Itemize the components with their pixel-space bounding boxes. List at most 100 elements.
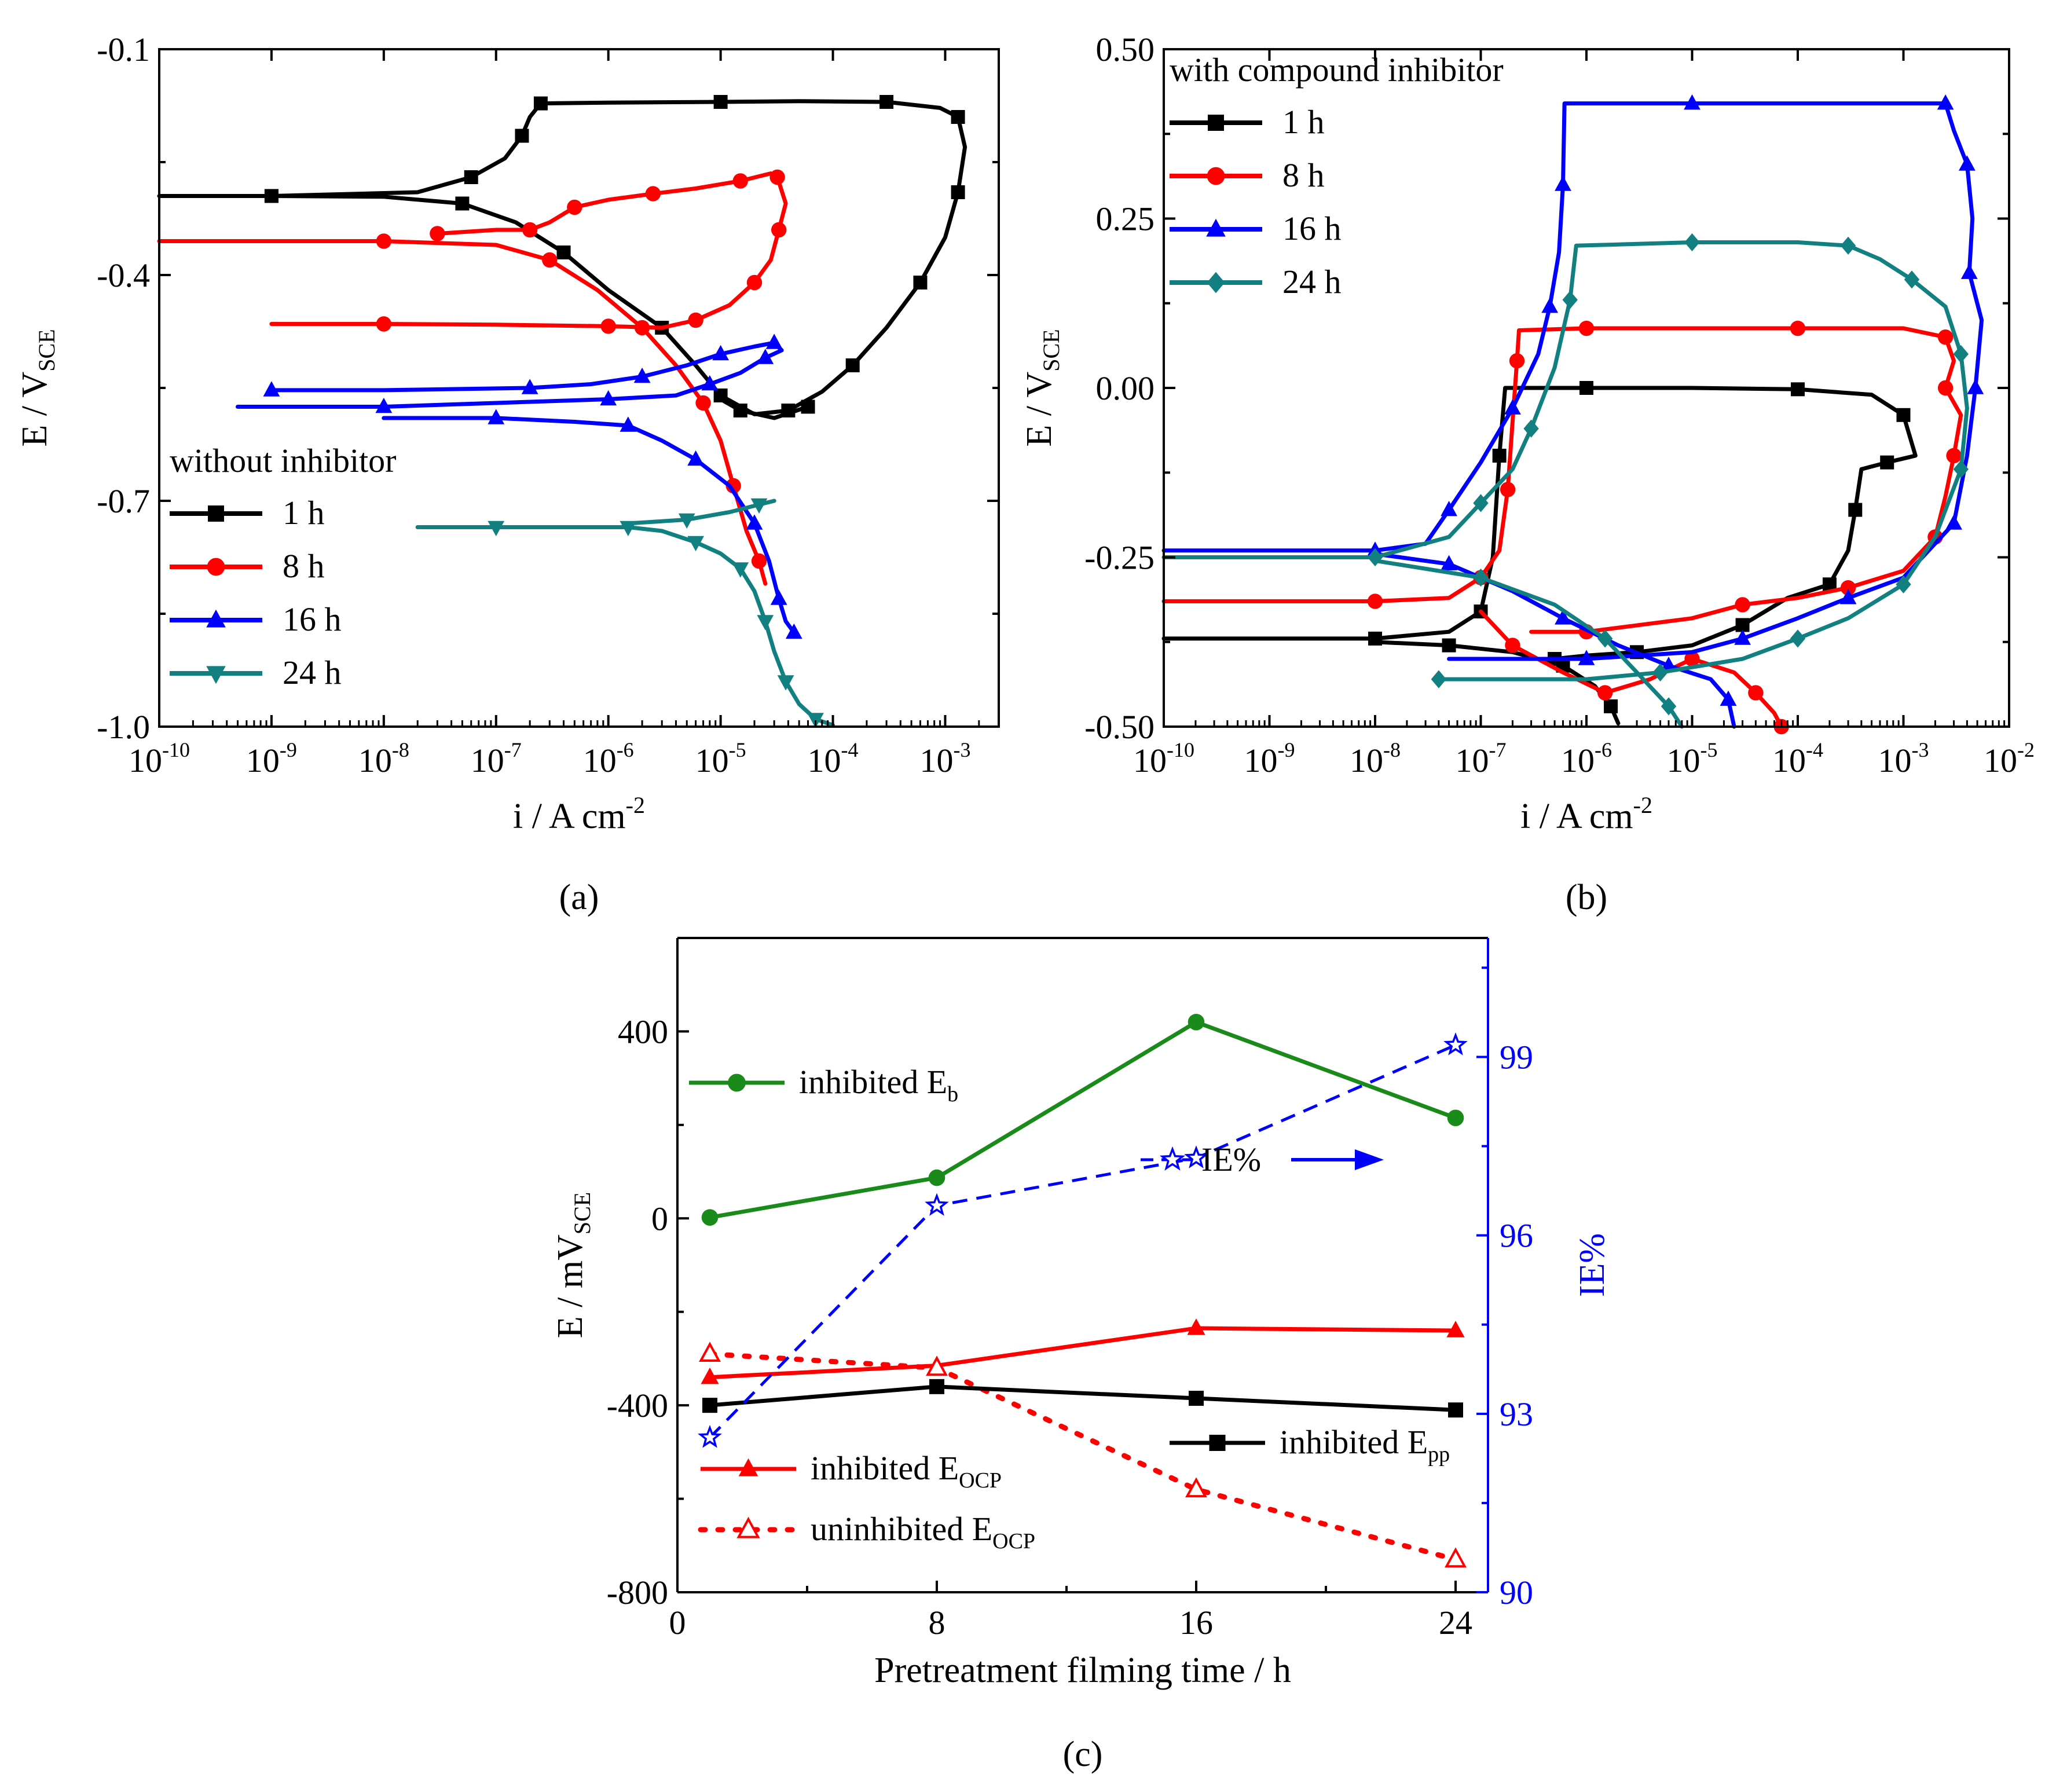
data-point bbox=[732, 562, 749, 578]
data-point bbox=[1880, 455, 1894, 470]
legend-marker bbox=[1207, 167, 1225, 185]
data-point bbox=[785, 623, 802, 639]
legend-marker bbox=[728, 1073, 746, 1092]
data-point bbox=[678, 513, 695, 529]
series-line bbox=[709, 1384, 1456, 1412]
series-a-2 bbox=[236, 334, 802, 639]
y2-tick-label: 96 bbox=[1500, 1217, 1533, 1255]
data-point bbox=[1748, 685, 1764, 701]
data-point bbox=[521, 379, 538, 394]
data-point bbox=[1684, 651, 1700, 667]
legend-label: 16 h bbox=[283, 600, 342, 638]
x-tick-label: 10-3 bbox=[1878, 738, 1929, 779]
data-point bbox=[929, 1379, 944, 1394]
series-line bbox=[709, 1326, 1456, 1380]
data-point bbox=[263, 381, 280, 397]
data-point bbox=[688, 312, 703, 328]
data-point bbox=[698, 1425, 722, 1448]
legend-label: inhibited Epp bbox=[1280, 1423, 1450, 1467]
data-point bbox=[1555, 175, 1571, 191]
legend-marker bbox=[1206, 218, 1226, 237]
panel-label: (c) bbox=[1063, 1735, 1103, 1774]
data-point bbox=[1473, 569, 1489, 587]
data-point bbox=[1184, 1145, 1208, 1168]
curve-line bbox=[269, 171, 788, 330]
y-tick-label: -0.50 bbox=[1084, 708, 1155, 746]
curve-line bbox=[157, 239, 768, 586]
legend-marker bbox=[1209, 1435, 1226, 1451]
data-point bbox=[1185, 1477, 1207, 1498]
data-point bbox=[701, 1209, 719, 1226]
legend-label: 24 h bbox=[1282, 263, 1342, 301]
data-point bbox=[750, 498, 768, 514]
data-point bbox=[1505, 637, 1520, 653]
data-point bbox=[1946, 448, 1962, 464]
y-tick-label: -0.4 bbox=[97, 256, 150, 294]
data-point bbox=[1937, 329, 1954, 345]
data-point bbox=[1896, 575, 1911, 593]
data-point bbox=[1187, 1318, 1205, 1335]
y2-tick-label: 93 bbox=[1500, 1395, 1533, 1433]
series-c-2 bbox=[699, 1342, 1467, 1568]
y-tick-label: 0 bbox=[651, 1200, 668, 1237]
data-point bbox=[732, 173, 748, 189]
data-point bbox=[1848, 503, 1863, 517]
legend: inhibited Eb inhibited EOCP uninhibited EO… bbox=[689, 1063, 1450, 1553]
data-point bbox=[1447, 1109, 1464, 1127]
data-point bbox=[687, 450, 705, 466]
data-point bbox=[1958, 155, 1976, 171]
data-point bbox=[702, 1398, 717, 1413]
data-point bbox=[951, 110, 965, 124]
data-point bbox=[515, 129, 529, 143]
data-point bbox=[376, 233, 392, 249]
series-b-3 bbox=[1161, 233, 1969, 729]
data-point bbox=[1953, 345, 1969, 364]
series-a-1 bbox=[157, 169, 788, 586]
data-point bbox=[264, 189, 278, 203]
data-point bbox=[771, 222, 787, 238]
data-point bbox=[1541, 298, 1559, 313]
series-c-0 bbox=[701, 1013, 1464, 1226]
data-point bbox=[1445, 1547, 1467, 1568]
data-point bbox=[1652, 663, 1668, 681]
legend-marker bbox=[738, 1458, 758, 1476]
legend-label: 8 h bbox=[1282, 156, 1325, 194]
y-tick-label: -0.7 bbox=[97, 482, 150, 520]
series-a-3 bbox=[415, 498, 835, 728]
y-tick-label: -0.1 bbox=[97, 31, 150, 68]
data-point bbox=[1937, 94, 1954, 110]
panel-a: 10-10 10-9 10-8 10-7 10-6 10-5 10-4 10-3 -0.1 -0.… bbox=[15, 31, 1000, 917]
data-point bbox=[1367, 593, 1383, 609]
series-line bbox=[707, 1351, 1458, 1562]
x-tick-label: 16 bbox=[1179, 1604, 1213, 1641]
legend-marker bbox=[206, 666, 226, 684]
x-tick-label: 10-10 bbox=[1133, 738, 1194, 779]
data-point bbox=[1791, 382, 1805, 397]
x-axis-label: Pretreatment filming time / h bbox=[874, 1651, 1291, 1690]
data-point bbox=[1473, 494, 1489, 512]
panel-label: (b) bbox=[1566, 878, 1607, 917]
legend-title: without inhibitor bbox=[170, 442, 397, 479]
series-c-4 bbox=[698, 1032, 1468, 1448]
x-tick-label: 10-4 bbox=[1772, 738, 1823, 779]
data-point bbox=[464, 170, 478, 184]
legend-label: inhibited EOCP bbox=[811, 1449, 1002, 1493]
y2-axis-label: IE% bbox=[1573, 1233, 1612, 1297]
data-point bbox=[1189, 1391, 1204, 1406]
data-point bbox=[1441, 555, 1457, 570]
legend-label: 1 h bbox=[283, 494, 325, 532]
panel-c: 0 8 16 24 400 0 -400 -800 99 96 93 90 Pretreatment f… bbox=[551, 937, 1612, 1774]
series-a-0 bbox=[157, 95, 967, 420]
data-point bbox=[1509, 353, 1525, 369]
data-point bbox=[455, 196, 470, 211]
data-point bbox=[769, 169, 785, 185]
data-point bbox=[926, 1355, 948, 1376]
legend-label: 16 h bbox=[1282, 210, 1342, 247]
data-point bbox=[1448, 1402, 1463, 1418]
data-point bbox=[1441, 501, 1457, 516]
x-tick-label: 10-9 bbox=[1244, 738, 1295, 779]
data-point bbox=[1790, 320, 1806, 336]
data-point bbox=[556, 245, 571, 259]
data-point bbox=[845, 358, 860, 372]
